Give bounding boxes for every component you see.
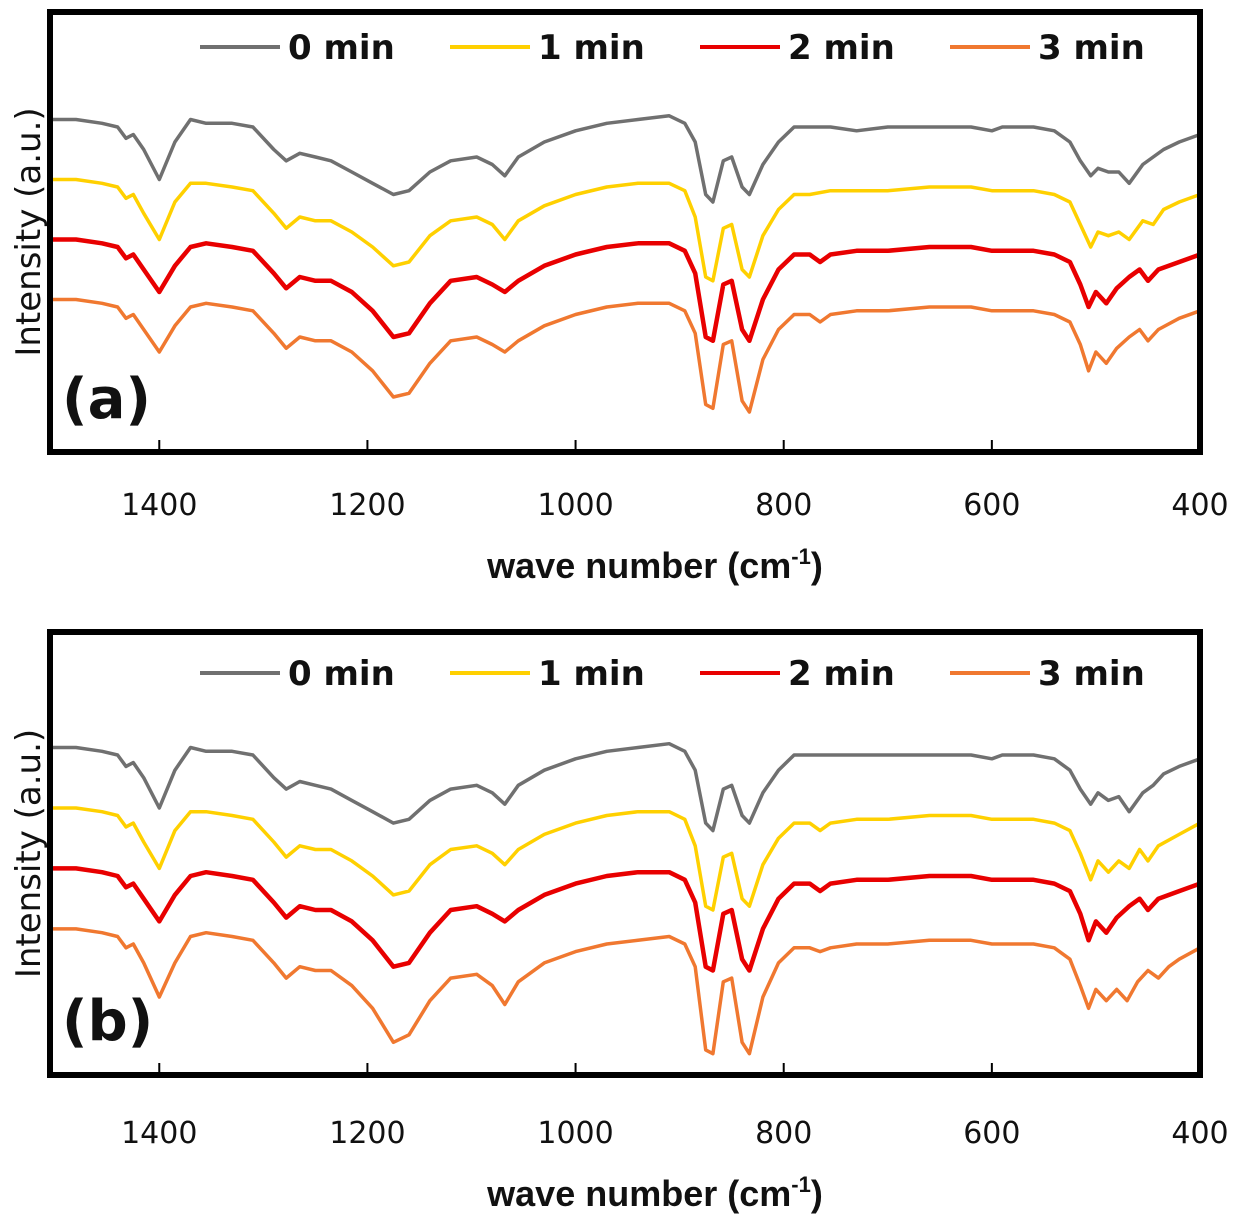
y-axis-label: Intensity (a.u.) [9,729,49,978]
x-axis-label-main: wave number (cm [486,545,791,586]
panel-label: (b) [62,989,153,1054]
x-tick-label: 800 [755,1116,812,1151]
x-axis-label-main: wave number (cm [486,1173,791,1214]
x-tick-label: 400 [1171,1116,1228,1151]
series-line-2-min [47,866,1203,973]
x-tick-label: 400 [1171,488,1228,523]
legend-label: 2 min [788,28,895,68]
x-tick-label: 600 [963,1116,1020,1151]
x-ticks: 1400 1200 1000 800 600 400 [121,1063,1229,1151]
x-tick-label: 1000 [537,1116,613,1151]
x-axis-label: wave number (cm-1) [486,544,823,586]
legend-label: 2 min [788,654,895,694]
legend-label: 3 min [1038,654,1145,694]
x-tick-label: 800 [755,488,812,523]
legend-label: 1 min [538,28,645,68]
x-tick-label: 1200 [329,1116,405,1151]
x-axis-label-close: ) [811,1173,823,1214]
plot-frame [47,9,1203,455]
series-line-3-min [48,927,1202,1056]
series-layer [47,741,1203,1056]
legend-label: 1 min [538,654,645,694]
x-tick-label: 600 [963,488,1020,523]
panel-b: 1400 1200 1000 800 600 400 0 min 1 min 2 min 3 m… [9,629,1229,1214]
series-line-2-min [47,237,1203,344]
series-line-0-min [48,114,1202,204]
x-tick-label: 1400 [121,1116,197,1151]
legend: 0 min 1 min 2 min 3 min [200,28,1145,68]
y-axis-label: Intensity (a.u.) [9,107,49,356]
x-ticks: 1400 1200 1000 800 600 400 [121,440,1229,523]
x-tick-label: 1200 [329,488,405,523]
series-line-1-min [48,806,1202,912]
legend-label: 0 min [288,654,395,694]
series-line-1-min [48,177,1202,283]
series-line-0-min [48,741,1202,833]
series-line-3-min [48,297,1202,414]
panel-label: (a) [62,367,151,432]
plot-frame [47,629,1203,1078]
x-axis-label: wave number (cm-1) [486,1172,823,1214]
panel-a: 1400 1200 1000 800 600 400 0 min 1 min 2 min 3 m… [9,9,1229,586]
x-tick-label: 1000 [537,488,613,523]
x-tick-label: 1400 [121,488,197,523]
legend: 0 min 1 min 2 min 3 min [200,654,1145,694]
legend-label: 0 min [288,28,395,68]
x-axis-label-sup: -1 [791,1172,811,1197]
series-layer [47,114,1203,414]
legend-label: 3 min [1038,28,1145,68]
x-axis-label-sup: -1 [791,544,811,569]
x-axis-label-close: ) [811,545,823,586]
